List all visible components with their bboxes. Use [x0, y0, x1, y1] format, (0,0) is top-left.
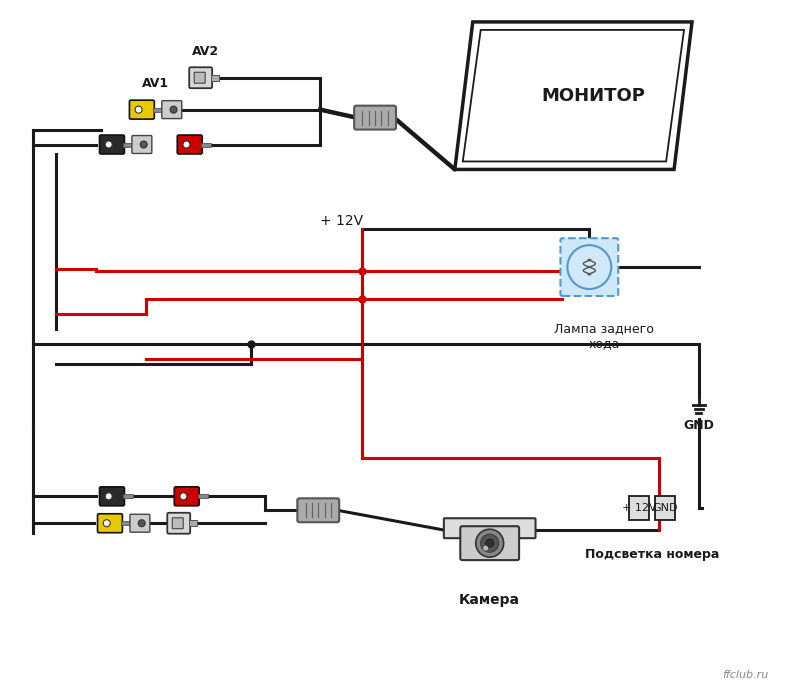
FancyBboxPatch shape [194, 72, 205, 83]
Circle shape [180, 493, 187, 500]
Text: Камера: Камера [459, 593, 520, 607]
Bar [201, 143, 210, 147]
Circle shape [567, 245, 611, 289]
Circle shape [483, 546, 488, 550]
Bar [655, 496, 675, 520]
FancyBboxPatch shape [130, 100, 154, 119]
Text: GND: GND [652, 503, 678, 514]
Circle shape [105, 141, 112, 148]
Text: ffclub.ru: ffclub.ru [722, 670, 769, 680]
Bar [630, 496, 649, 520]
FancyBboxPatch shape [172, 518, 183, 529]
FancyBboxPatch shape [99, 135, 125, 154]
FancyBboxPatch shape [174, 487, 199, 506]
Circle shape [140, 141, 147, 148]
FancyBboxPatch shape [98, 514, 122, 533]
Text: Лампа заднего
хода: Лампа заднего хода [554, 322, 654, 350]
Text: + 12V: + 12V [320, 214, 363, 228]
Circle shape [170, 106, 177, 113]
FancyBboxPatch shape [99, 487, 125, 506]
FancyBboxPatch shape [162, 101, 182, 119]
Text: + 12V: + 12V [622, 503, 657, 514]
Bar [198, 494, 208, 499]
FancyBboxPatch shape [354, 106, 396, 130]
Polygon shape [455, 22, 692, 169]
Bar [121, 521, 131, 525]
Text: Подсветка номера: Подсветка номера [585, 548, 719, 561]
FancyBboxPatch shape [444, 518, 535, 538]
Bar [123, 143, 133, 147]
Circle shape [486, 539, 494, 547]
Bar [210, 75, 218, 80]
Bar [123, 494, 133, 499]
Circle shape [135, 106, 142, 113]
Text: AV2: AV2 [192, 45, 219, 58]
Circle shape [183, 141, 190, 148]
Text: GND: GND [683, 419, 714, 432]
FancyBboxPatch shape [132, 136, 152, 153]
FancyBboxPatch shape [460, 527, 519, 560]
Circle shape [105, 493, 112, 500]
Text: AV1: AV1 [142, 76, 170, 90]
Circle shape [103, 520, 110, 527]
Polygon shape [462, 30, 684, 162]
FancyBboxPatch shape [178, 135, 202, 154]
Circle shape [476, 529, 504, 557]
FancyBboxPatch shape [167, 513, 190, 534]
FancyBboxPatch shape [298, 499, 339, 522]
Bar [189, 520, 197, 527]
FancyBboxPatch shape [190, 68, 212, 88]
Bar [153, 108, 163, 112]
Text: МОНИТОР: МОНИТОР [542, 87, 646, 104]
Circle shape [138, 520, 145, 527]
FancyBboxPatch shape [130, 514, 150, 532]
Circle shape [481, 534, 498, 552]
FancyBboxPatch shape [561, 238, 618, 296]
